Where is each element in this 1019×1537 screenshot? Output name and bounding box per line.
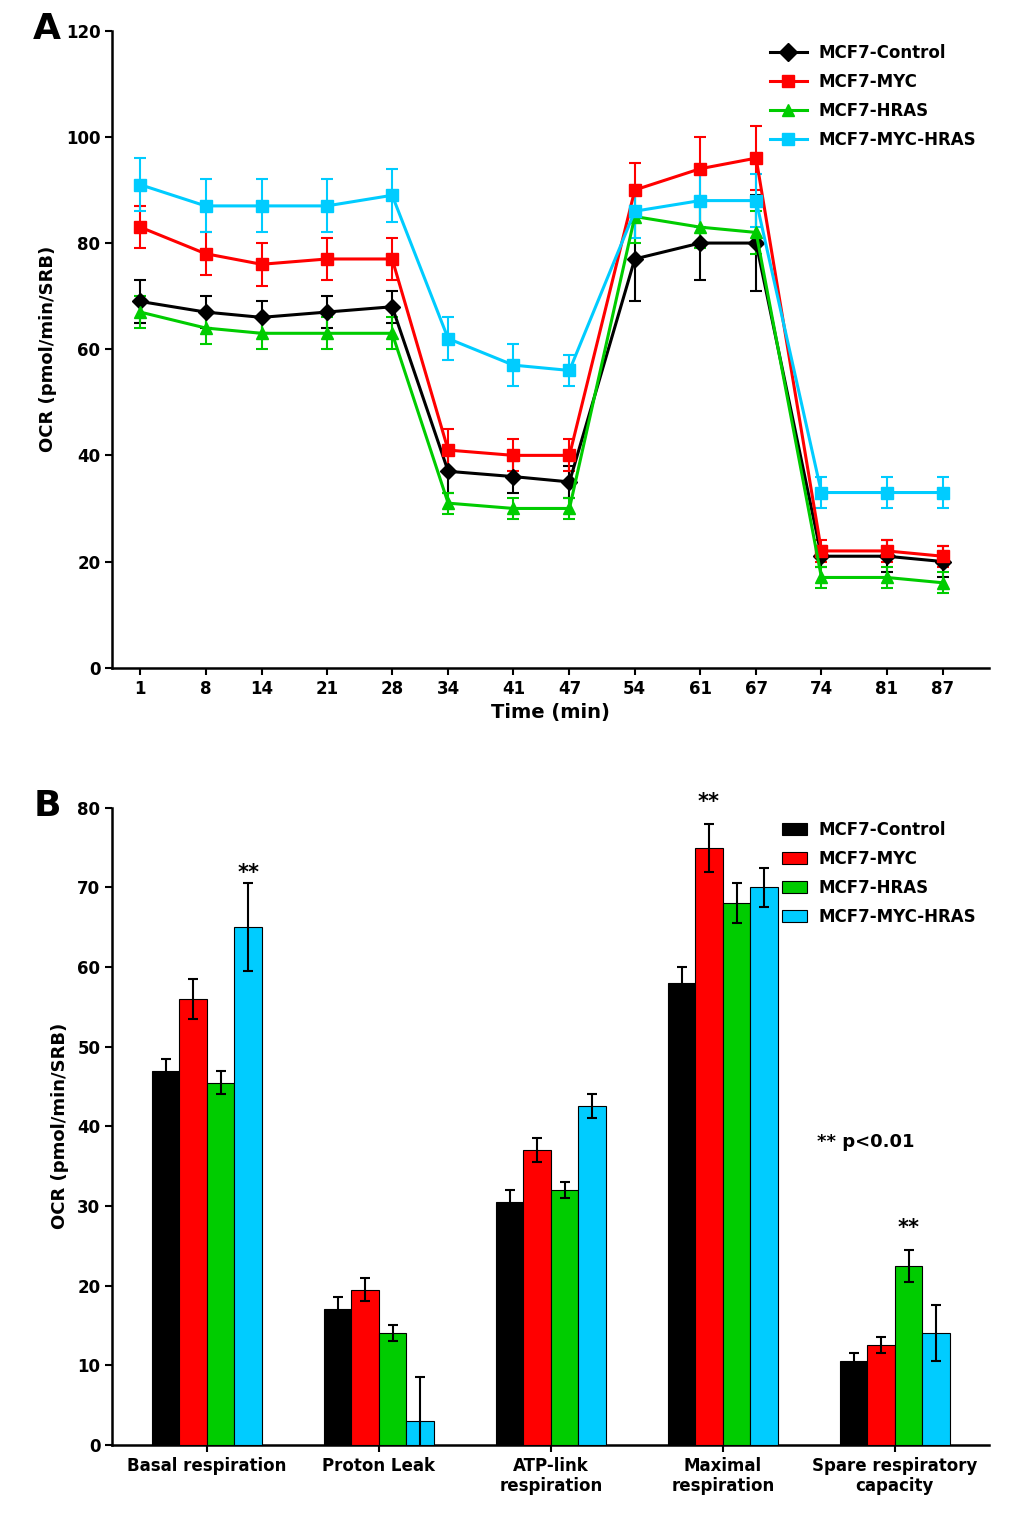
Bar <box>179 999 207 1445</box>
Bar <box>523 1150 550 1445</box>
Bar <box>406 1420 433 1445</box>
Y-axis label: OCR (pmol/min/SRB): OCR (pmol/min/SRB) <box>40 246 57 452</box>
Bar <box>695 847 722 1445</box>
X-axis label: Time (min): Time (min) <box>491 702 609 722</box>
Bar <box>866 1345 894 1445</box>
Bar <box>722 904 750 1445</box>
Bar <box>578 1107 605 1445</box>
Bar <box>921 1333 949 1445</box>
Bar <box>894 1265 921 1445</box>
Bar <box>495 1202 523 1445</box>
Text: **: ** <box>236 864 259 884</box>
Bar <box>839 1362 866 1445</box>
Bar <box>207 1082 234 1445</box>
Bar <box>550 1190 578 1445</box>
Y-axis label: OCR (pmol/min/SRB): OCR (pmol/min/SRB) <box>51 1024 69 1230</box>
Text: B: B <box>34 788 61 822</box>
Text: **: ** <box>697 792 719 812</box>
Text: A: A <box>34 12 61 46</box>
Bar <box>378 1333 406 1445</box>
Legend: MCF7-Control, MCF7-MYC, MCF7-HRAS, MCF7-MYC-HRAS: MCF7-Control, MCF7-MYC, MCF7-HRAS, MCF7-… <box>776 816 980 931</box>
Legend: MCF7-Control, MCF7-MYC, MCF7-HRAS, MCF7-MYC-HRAS: MCF7-Control, MCF7-MYC, MCF7-HRAS, MCF7-… <box>764 38 980 154</box>
Bar <box>667 984 695 1445</box>
Text: **: ** <box>897 1217 919 1237</box>
Text: ** p<0.01: ** p<0.01 <box>816 1133 914 1151</box>
Bar <box>152 1071 179 1445</box>
Bar <box>750 887 777 1445</box>
Bar <box>323 1310 351 1445</box>
Bar <box>234 927 262 1445</box>
Bar <box>351 1290 378 1445</box>
